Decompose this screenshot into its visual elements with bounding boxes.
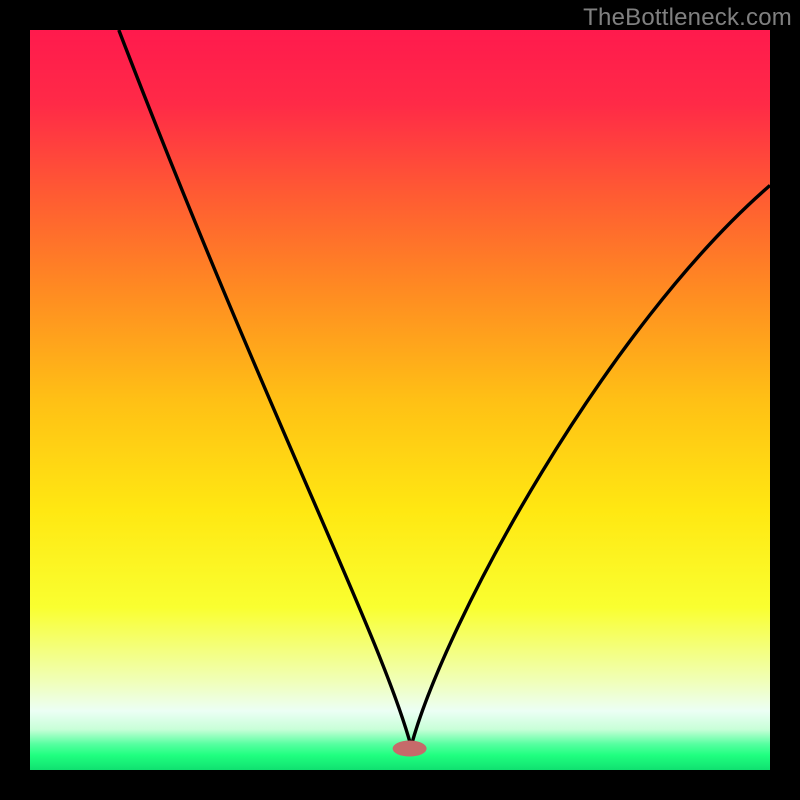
chart-container: TheBottleneck.com <box>0 0 800 800</box>
watermark-text: TheBottleneck.com <box>583 4 792 32</box>
chart-svg <box>0 0 800 800</box>
optimal-point-marker <box>393 741 427 757</box>
plot-background <box>30 30 770 770</box>
